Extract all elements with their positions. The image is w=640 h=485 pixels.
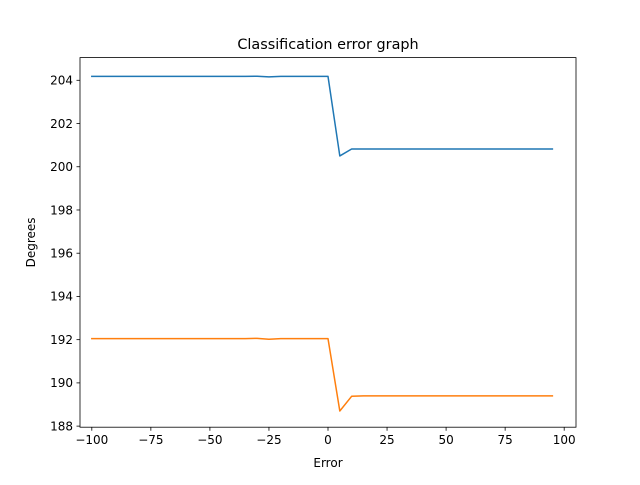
x-tick-label: −25	[256, 433, 281, 447]
y-tick-label: 192	[50, 333, 73, 347]
y-tick-label: 190	[50, 376, 73, 390]
chart-title: Classification error graph	[237, 37, 418, 53]
x-axis-label: Error	[313, 456, 342, 470]
y-tick-label: 202	[50, 117, 73, 131]
series-line-2	[91, 337, 554, 412]
x-tick-label: −50	[197, 433, 222, 447]
x-axis-ticks: −100 −75 −50 −25 0 25 50 75 100	[75, 427, 576, 447]
series-line-1	[91, 75, 554, 157]
y-tick-label: 200	[50, 160, 73, 174]
plot-area-frame	[79, 57, 577, 428]
y-tick-label: 194	[50, 290, 73, 304]
x-tick-label: 0	[324, 433, 332, 447]
x-tick-label: 50	[438, 433, 453, 447]
y-tick-label: 198	[50, 203, 73, 217]
x-tick-label: −75	[138, 433, 163, 447]
y-tick-label: 196	[50, 247, 73, 261]
y-tick-label: 204	[50, 74, 73, 88]
x-tick-label: 25	[379, 433, 394, 447]
series-layer	[91, 75, 554, 412]
y-axis-ticks: 188 190 192 194 196 198 200 202 204	[50, 74, 80, 433]
y-axis-label: Degrees	[24, 217, 38, 267]
x-tick-label: 75	[498, 433, 513, 447]
x-tick-label: −100	[75, 433, 108, 447]
x-tick-label: 100	[553, 433, 576, 447]
y-tick-label: 188	[50, 419, 73, 433]
